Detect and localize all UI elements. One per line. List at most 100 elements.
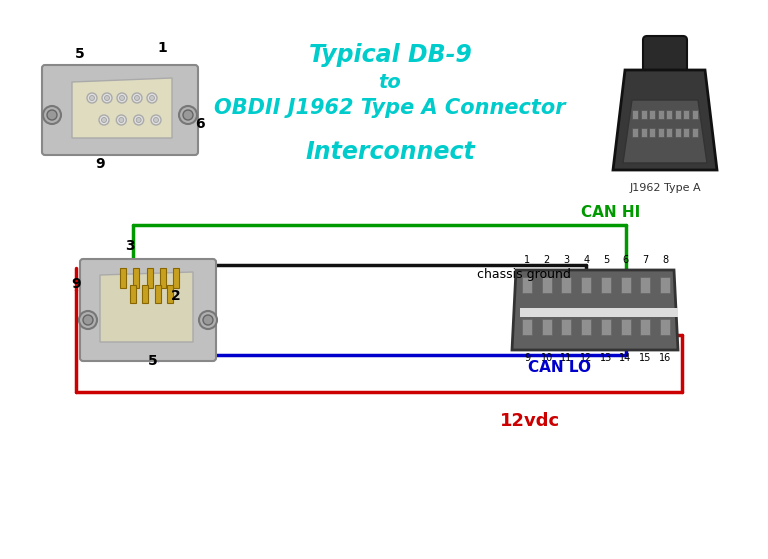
Bar (561, 319, 571, 335)
Circle shape (116, 115, 126, 125)
Text: 4: 4 (583, 255, 589, 265)
Text: 13: 13 (600, 353, 612, 363)
Polygon shape (72, 78, 172, 138)
Bar (675, 110, 681, 119)
Circle shape (183, 110, 193, 120)
Bar (684, 128, 690, 137)
Circle shape (134, 115, 144, 125)
Text: 1: 1 (157, 41, 167, 55)
Text: OBDII J1962 Type A Connector: OBDII J1962 Type A Connector (214, 98, 566, 118)
Bar (667, 110, 672, 119)
Bar (649, 128, 655, 137)
FancyBboxPatch shape (643, 36, 687, 74)
Text: 16: 16 (659, 353, 671, 363)
Text: 9: 9 (95, 157, 104, 171)
Circle shape (203, 315, 213, 325)
Bar (692, 128, 698, 137)
Bar (160, 268, 166, 288)
Circle shape (119, 117, 124, 122)
Bar (581, 277, 591, 293)
Circle shape (87, 93, 97, 103)
Bar (660, 319, 670, 335)
Text: J1962 Type A: J1962 Type A (629, 183, 701, 193)
Bar (667, 128, 672, 137)
Bar (522, 277, 532, 293)
Text: 2: 2 (171, 289, 181, 303)
Circle shape (79, 311, 97, 329)
Bar (142, 285, 148, 303)
Bar (154, 285, 161, 303)
Text: 8: 8 (662, 255, 668, 265)
Text: 5: 5 (148, 354, 158, 368)
Text: 10: 10 (541, 353, 553, 363)
Text: 15: 15 (639, 353, 651, 363)
Circle shape (147, 93, 157, 103)
Circle shape (102, 93, 112, 103)
Bar (581, 319, 591, 335)
Text: 5: 5 (75, 47, 85, 61)
Text: 9: 9 (524, 353, 530, 363)
Circle shape (47, 110, 57, 120)
Text: 14: 14 (620, 353, 632, 363)
Text: CAN LO: CAN LO (528, 360, 591, 375)
Bar (621, 319, 631, 335)
Bar (632, 128, 638, 137)
Text: 6: 6 (195, 117, 205, 131)
Circle shape (43, 106, 61, 124)
Text: 3: 3 (564, 255, 570, 265)
Bar (520, 308, 678, 317)
Circle shape (151, 115, 161, 125)
Bar (601, 319, 611, 335)
Text: chassis ground: chassis ground (477, 268, 571, 281)
Text: 9: 9 (71, 277, 81, 291)
Text: 3: 3 (125, 239, 135, 253)
Bar (173, 268, 179, 288)
Circle shape (117, 93, 127, 103)
Bar (649, 110, 655, 119)
Bar (660, 277, 670, 293)
Bar (621, 277, 631, 293)
Circle shape (90, 96, 94, 101)
Bar (641, 110, 647, 119)
Text: 12vdc: 12vdc (500, 412, 560, 430)
Circle shape (179, 106, 197, 124)
Circle shape (154, 117, 158, 122)
Circle shape (136, 117, 141, 122)
Polygon shape (623, 100, 707, 163)
Polygon shape (613, 70, 717, 170)
Text: to: to (379, 73, 402, 92)
Circle shape (83, 315, 93, 325)
Text: 11: 11 (561, 353, 573, 363)
Text: 12: 12 (580, 353, 592, 363)
Bar (601, 277, 611, 293)
Text: 7: 7 (642, 255, 648, 265)
Bar (684, 110, 690, 119)
Bar (120, 268, 126, 288)
Circle shape (132, 93, 142, 103)
Bar (522, 319, 532, 335)
Text: Typical DB-9: Typical DB-9 (309, 43, 472, 67)
Bar (692, 110, 698, 119)
Polygon shape (512, 270, 678, 350)
Bar (541, 277, 551, 293)
Circle shape (150, 96, 154, 101)
Text: 6: 6 (623, 255, 629, 265)
Bar (641, 128, 647, 137)
Bar (641, 277, 650, 293)
Bar (675, 128, 681, 137)
Polygon shape (100, 272, 193, 342)
Bar (541, 319, 551, 335)
Text: CAN HI: CAN HI (581, 205, 641, 220)
FancyBboxPatch shape (42, 65, 198, 155)
Text: 1: 1 (524, 255, 530, 265)
Bar (632, 110, 638, 119)
Text: 2: 2 (544, 255, 550, 265)
Circle shape (104, 96, 110, 101)
Bar (657, 128, 664, 137)
Circle shape (99, 115, 109, 125)
Circle shape (134, 96, 140, 101)
FancyBboxPatch shape (80, 259, 216, 361)
Circle shape (120, 96, 124, 101)
Text: 5: 5 (603, 255, 609, 265)
Bar (147, 268, 153, 288)
